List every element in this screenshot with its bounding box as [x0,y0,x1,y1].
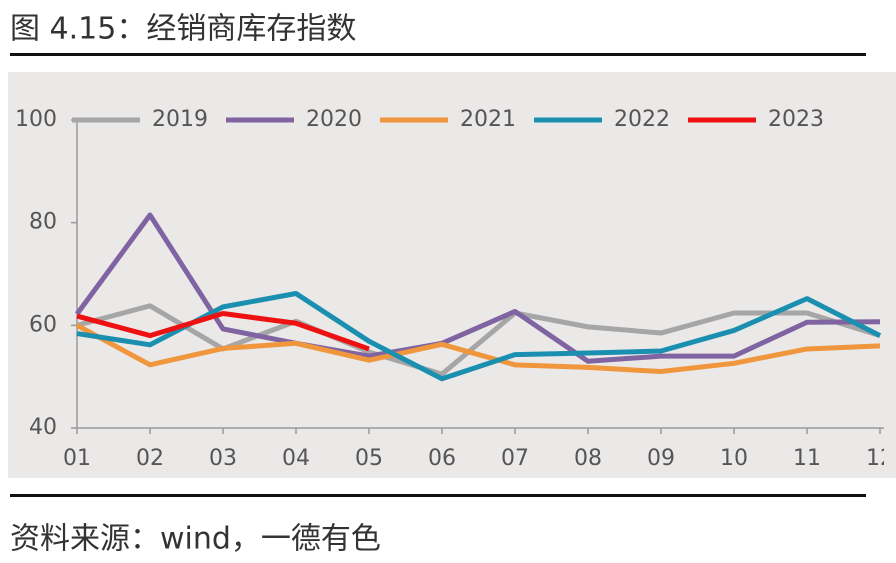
plot-background [8,72,896,478]
y-tick-label: 60 [29,312,57,337]
legend-label: 2020 [306,107,362,132]
series-line [76,291,882,382]
x-tick-label: 01 [63,446,91,471]
source: 资料来源：wind，一德有色 [10,522,381,557]
series-line [75,323,881,375]
series-line [76,311,370,352]
source-rule [10,494,866,497]
x-tick-label: 07 [501,446,529,471]
x-tick-label: 04 [282,446,310,471]
chart-title: 图 4.15：经销商库存指数 [10,12,356,47]
x-tick-label: 05 [355,446,383,471]
y-tick-label: 40 [29,415,57,440]
x-tick-label: 03 [209,446,237,471]
plot: 40 60 80 100 01 02 03 04 05 06 07 08 09 10 11 12 2019 202… [15,107,894,471]
legend-label: 2021 [460,107,516,132]
title-rule [10,53,866,56]
legend-label: 2022 [614,107,670,132]
y-tick-label: 80 [29,210,57,235]
series-line [76,303,881,377]
x-tick-label: 02 [136,446,164,471]
series-line [74,212,881,364]
x-tick-label: 09 [647,446,675,471]
legend-label: 2023 [768,107,824,132]
x-tick-label: 12 [866,446,894,471]
y-tick-label: 100 [15,107,57,132]
x-tick-label: 10 [720,446,748,471]
legend-label: 2019 [152,107,208,132]
x-tick-label: 08 [574,446,602,471]
x-tick-label: 06 [428,446,456,471]
x-tick-label: 11 [793,446,821,471]
